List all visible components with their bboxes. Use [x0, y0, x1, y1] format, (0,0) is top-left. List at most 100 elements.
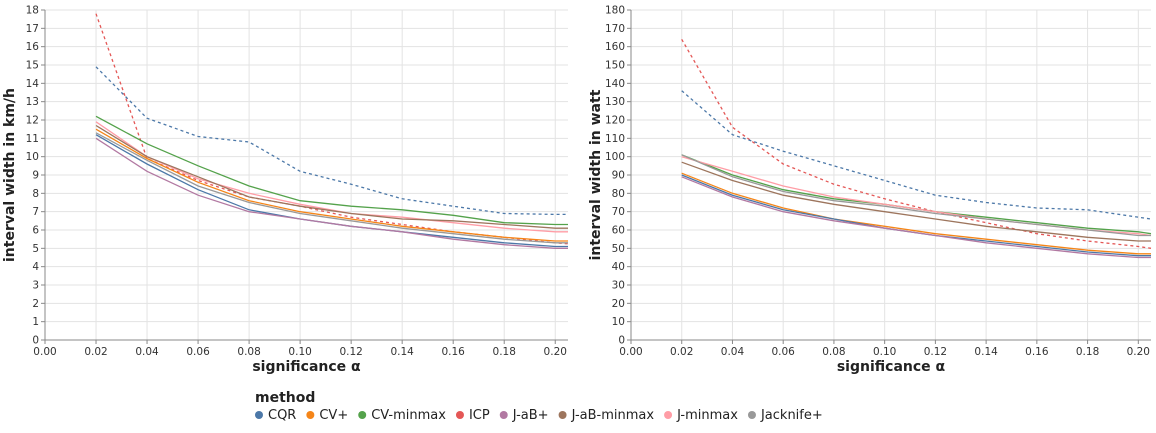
y-tick-label: 170 [605, 23, 625, 35]
series-line-j-ab-minmax [681, 161, 1151, 242]
x-tick-label: 0.06 [771, 346, 795, 358]
y-tick-label: 6 [32, 225, 39, 237]
series-line-j-ab- [95, 137, 568, 249]
x-tick-label: 0.10 [873, 346, 896, 358]
y-tick-label: 70 [612, 206, 625, 218]
series-line-cv-minmax [95, 115, 568, 226]
y-tick-label: 11 [26, 133, 39, 145]
series-line-jacknife- [681, 154, 1151, 237]
y-tick-label: 50 [612, 243, 625, 255]
x-tick-label: 0.12 [339, 346, 362, 358]
y-tick-label: 60 [612, 225, 625, 237]
series-line-j-ab- [681, 176, 1151, 259]
series-line-jacknife- [95, 132, 568, 244]
series-line-cqr-dashed [95, 66, 568, 216]
series-line-cqr-dashed [681, 90, 1152, 220]
y-tick-label: 16 [26, 41, 40, 53]
legend-label-jacknife-: Jacknife+ [760, 408, 823, 423]
y-tick-label: 14 [26, 78, 40, 90]
x-tick-label: 0.20 [1127, 346, 1150, 358]
y-tick-label: 20 [612, 298, 625, 310]
legend-swatch-cv- [306, 411, 315, 419]
legend-label-cv-minmax: CV-minmax [371, 408, 446, 423]
legend: method CQR CV+ CV-minmax ICP J-aB+ J-aB-minmax… [255, 390, 823, 423]
y-tick-label: 120 [605, 115, 625, 127]
y-tick-label: 17 [26, 23, 39, 35]
x-tick-label: 0.14 [390, 346, 414, 358]
chart-panel-2: 0 10 20 30 40 50 60 70 80 90 100 110 120 130 140 150 160… [588, 5, 1152, 375]
y-tick-label: 5 [32, 243, 39, 255]
x-tick-label: 0.12 [924, 346, 947, 358]
series-line-icp-dashed [95, 13, 569, 245]
legend-label-cqr: CQR [268, 408, 296, 423]
y-tick-label: 0 [618, 335, 625, 347]
y-tick-label: 18 [26, 5, 39, 17]
x-tick-label: 0.20 [544, 346, 567, 358]
series-line-icp-dashed [681, 38, 1152, 249]
x-tick-label: 0.16 [441, 346, 465, 358]
y-tick-label: 140 [605, 78, 625, 90]
x-tick-label: 0.18 [1076, 346, 1099, 358]
y-tick-label: 40 [612, 261, 625, 273]
y-tick-label: 3 [32, 280, 39, 292]
y-tick-label: 30 [612, 280, 625, 292]
x-tick-label: 0.08 [237, 346, 260, 358]
legend-swatch-jacknife- [747, 411, 756, 419]
x-tick-label: 0.00 [619, 346, 642, 358]
legend-label-cv-: CV+ [319, 408, 348, 423]
y-tick-label: 8 [32, 188, 39, 200]
x-tick-label: 0.06 [186, 346, 210, 358]
y-tick-label: 80 [612, 188, 625, 200]
x-tick-label: 0.04 [135, 346, 159, 358]
y-tick-label: 13 [26, 96, 39, 108]
y-axis-title: interval width in watt [588, 89, 604, 260]
y-tick-label: 100 [605, 151, 625, 163]
legend-swatch-j-ab- [499, 411, 508, 419]
x-tick-label: 0.18 [493, 346, 516, 358]
y-tick-label: 15 [26, 60, 39, 72]
y-tick-label: 180 [605, 5, 625, 17]
y-tick-label: 2 [32, 298, 39, 310]
series-line-cqr [681, 174, 1151, 257]
series-line-j-ab-minmax [95, 124, 568, 229]
series-line-cv- [95, 128, 568, 242]
x-tick-label: 0.08 [822, 346, 845, 358]
legend-swatch-j-ab-minmax [558, 411, 567, 419]
y-tick-label: 0 [32, 335, 39, 347]
x-tick-label: 0.00 [33, 346, 56, 358]
y-tick-label: 150 [605, 60, 625, 72]
x-axis-title: significance α [837, 359, 946, 375]
y-tick-label: 12 [26, 115, 39, 127]
y-tick-label: 1 [32, 316, 39, 328]
y-tick-label: 160 [605, 41, 625, 53]
legend-swatch-icp [455, 411, 464, 419]
series-line-j-minmax [681, 156, 1152, 237]
x-tick-label: 0.04 [721, 346, 745, 358]
x-tick-label: 0.02 [84, 346, 107, 358]
x-axis-title: significance α [252, 359, 361, 375]
legend-swatch-cqr [255, 411, 263, 419]
y-tick-label: 110 [605, 133, 625, 145]
x-tick-label: 0.02 [670, 346, 693, 358]
series-line-cv-minmax [681, 154, 1152, 235]
series-line-cv- [681, 172, 1151, 255]
x-tick-label: 0.10 [288, 346, 311, 358]
y-tick-label: 9 [32, 170, 39, 182]
legend-label-j-ab-minmax: J-aB-minmax [571, 408, 655, 423]
legend-label-icp: ICP [469, 408, 490, 423]
legend-title: method [255, 390, 315, 406]
legend-swatch-j-minmax [664, 411, 673, 419]
y-tick-label: 10 [612, 316, 625, 328]
y-tick-label: 4 [32, 261, 39, 273]
x-tick-label: 0.16 [1025, 346, 1049, 358]
x-tick-label: 0.14 [974, 346, 998, 358]
legend-label-j-minmax: J-minmax [676, 408, 738, 423]
legend-label-j-ab-: J-aB+ [512, 408, 549, 423]
legend-swatch-cv-minmax [358, 411, 367, 419]
y-tick-label: 10 [26, 151, 39, 163]
y-tick-label: 90 [612, 170, 625, 182]
y-tick-label: 130 [605, 96, 625, 108]
